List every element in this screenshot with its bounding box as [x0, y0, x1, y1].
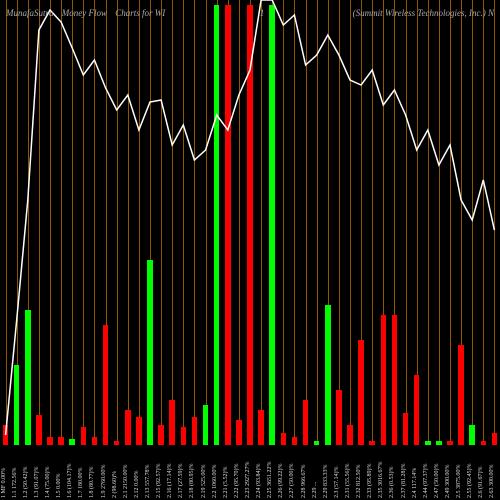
title-center: 1 — [260, 8, 265, 18]
x-tick-label: 2.21 (5.52)% — [223, 448, 229, 498]
title-prefix: Charts for WI — [115, 8, 165, 18]
x-tick-label: 2.37 (81.28)% — [401, 448, 407, 498]
x-tick-label: 2.4 117.14% — [412, 448, 418, 498]
x-tick-label: 1.4 (75.00)% — [45, 448, 51, 498]
x-tick-label: 2.5 3875.00% — [456, 448, 462, 498]
x-tick-label: 2.47 (50.00)% — [434, 448, 440, 498]
x-tick-label: 2.29 833.33% — [323, 448, 329, 498]
x-tick-label: 1.3 (91.07)% — [34, 448, 40, 498]
x-tick-label: 2.27 (50.00)% — [289, 448, 295, 498]
x-tick-label: 2.33 (95.89)% — [367, 448, 373, 498]
x-tick-label: 2.25 3651.22% — [267, 448, 273, 498]
x-tick-label: 2.24 (93.84)% — [256, 448, 262, 498]
x-tick-label: 2.17 (27.59)% — [178, 448, 184, 498]
x-tick-label: 1.1 172.56% — [12, 448, 18, 498]
x-tick-label: 2.22 (95.70)% — [234, 448, 240, 498]
chart-plot-area — [0, 0, 500, 445]
x-tick-label: 2.16 (17.14)% — [167, 448, 173, 498]
x-tick-label: 2.18 (80.95)% — [189, 448, 195, 498]
x-tick-label: 2.23 2927.27% — [245, 448, 251, 498]
x-tick-label: 2.15 (92.57)% — [156, 448, 162, 498]
x-tick-label: 2.32 812.50% — [356, 448, 362, 498]
x-tick-label: 2.2 1060.00% — [212, 448, 218, 498]
x-tick-label: 2.28 966.67% — [301, 448, 307, 498]
chart-title-row: MunafaSutra Money Flow Charts for WI 1 (… — [0, 8, 500, 18]
x-tick-label: 2.63 300.00% — [489, 448, 495, 498]
x-tick-label: 2 (98.60)% — [112, 448, 118, 498]
x-tick-label: 1.8 (80.77)% — [89, 448, 95, 498]
title-right: (Summit Wireless Technologies, Inc.) N — [353, 8, 494, 18]
x-tick-label: 2.36 (0.53)% — [389, 448, 395, 498]
line-path — [6, 0, 495, 435]
x-tick-label: 2.6 (91.67)% — [478, 448, 484, 498]
x-tick-label: 1.5 0.00% — [56, 448, 62, 498]
x-tick-label: 2.44 (97.37)% — [423, 448, 429, 498]
title-brand: MunafaSutra — [6, 8, 54, 18]
x-tick-label: 1.6 (104.17)% — [67, 448, 73, 498]
x-tick-label: 2.29 ... — [312, 448, 318, 498]
x-axis-labels: 1 MF 0.00% 1.1 172.56% 1.2 (50.42)% 1.3 (91… — [0, 445, 500, 500]
x-tick-label: 1.2 (50.42)% — [23, 448, 29, 498]
x-tick-label: 2.31 (55.56)% — [345, 448, 351, 498]
x-tick-label: 2.26 (99.22)% — [278, 448, 284, 498]
x-tick-label: 1.9 2760.00% — [101, 448, 107, 498]
x-tick-label: 2.19 525.00% — [201, 448, 207, 498]
x-tick-label: 2.55 (92.45)% — [467, 448, 473, 498]
price-line — [0, 0, 500, 445]
x-tick-label: 1.7 180.00% — [78, 448, 84, 498]
x-tick-label: 2.3 (57.14)% — [334, 448, 340, 498]
title-type: Money Flow — [62, 8, 107, 18]
x-tick-label: 2.1 2150.00% — [123, 448, 129, 498]
x-tick-label: 2.49 300.00% — [445, 448, 451, 498]
x-tick-label: 2.12 0.00% — [134, 448, 140, 498]
x-tick-label: 1 MF 0.00% — [1, 448, 7, 498]
x-tick-label: 2.35 3016.67% — [378, 448, 384, 498]
x-tick-label: 2.13 557.78% — [145, 448, 151, 498]
chart-title-left: MunafaSutra Money Flow Charts for WI — [6, 8, 171, 18]
